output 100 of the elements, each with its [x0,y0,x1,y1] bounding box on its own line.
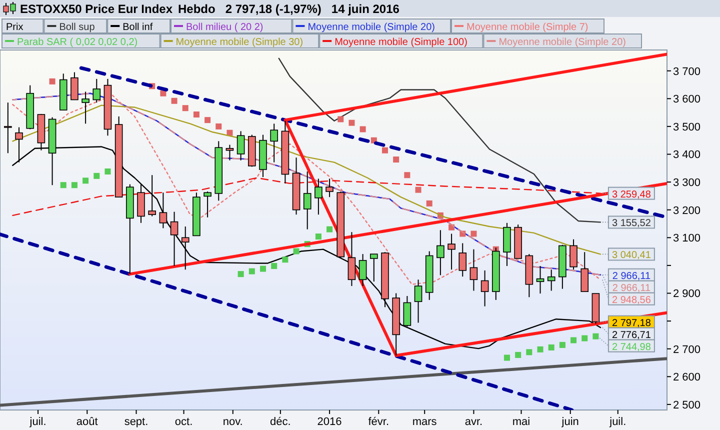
point [382,147,388,154]
y-tick-label: 3 500 [673,121,701,134]
point [204,117,211,124]
data-label: 3 259,48 [612,189,652,200]
legend-label: Moyenne mobile (Simple 20) [498,37,626,48]
legend-label: Boll inf [122,22,153,33]
line-series [12,177,602,216]
chart-subtitle: Hebdo 2 797,18 (-1,97%) 14 juin 2016 [178,2,400,16]
point [293,248,300,254]
x-tick-label: juil. [608,416,626,428]
x-tick-label: août [76,416,98,428]
y-tick-label: 3 100 [673,232,701,245]
y-tick-label: 2 700 [673,344,701,356]
point [426,200,432,206]
data-label: 2 948,56 [612,294,652,306]
point [559,342,566,348]
point [71,182,78,188]
point [182,105,188,112]
point [326,226,333,232]
candlestick [348,232,356,287]
candlestick [92,78,101,104]
point [238,271,244,278]
legend-label: Boll milieu ( 20 2) [186,22,264,33]
point [248,268,255,274]
x-tick-label: sept. [124,416,148,428]
point [282,256,288,263]
x-tick-label: juin [560,416,579,428]
data-label: 2 744,98 [612,342,652,353]
data-label: 3 155,52 [612,218,652,230]
legend-label: Moyenne mobile (Simple 100) [334,37,468,48]
candlestick [148,174,156,217]
point [592,333,599,340]
line-series [278,58,602,223]
line-series [284,52,667,358]
point [470,230,477,237]
point [260,266,266,272]
candlestick [270,123,278,163]
candlestick [436,230,444,276]
candlestick [403,296,412,328]
point [537,346,544,352]
candlestick [181,226,190,270]
candlestick [303,170,312,230]
candlestick [314,178,322,216]
data-label: 2 776,71 [612,330,652,341]
line-series [12,104,602,255]
candlestick [204,191,212,218]
point [415,186,422,193]
candlestick [159,192,168,229]
point [193,111,200,118]
point [271,263,278,269]
y-tick-label: 2 600 [673,372,701,384]
point [570,337,577,344]
y-tick-label: 3 600 [673,94,701,106]
legend-label: Moyenne mobile (Simple 20) [308,22,435,33]
point [526,349,532,356]
point [393,156,400,163]
point [315,234,322,240]
point [171,98,178,104]
y-tick-label: 2 500 [673,399,701,412]
point [94,172,100,179]
candlestick [536,266,544,294]
annotation: 2 797,18 [612,318,652,329]
candlestick [4,102,12,154]
candlestick [480,270,489,307]
candlestick [137,184,145,224]
candlestick [326,178,334,198]
x-tick-label: nov. [222,416,243,428]
candlestick [70,72,78,100]
chart-title: ESTOXX50 Price Eur Index [20,2,173,16]
candlestick [226,144,234,161]
legend-label: Moyenne mobile (Simple 30) [176,37,304,48]
x-tick-label: déc. [270,416,291,428]
y-tick-label: 3 300 [673,177,701,190]
y-tick-label: 3 700 [673,66,701,78]
legend-title: Prix [6,22,24,33]
candlestick [414,279,422,324]
x-tick-label: févr. [368,416,390,428]
point [548,344,554,350]
x-tick-label: 2016 [317,416,342,428]
y-tick-label: 3 400 [673,149,701,162]
x-tick-label: mars [412,416,438,428]
point [515,352,522,358]
candlestick [570,238,578,270]
point [104,168,111,174]
data-label: 3 040,41 [612,250,652,262]
y-tick-label: 3 200 [673,204,701,217]
point [360,126,366,132]
point [348,120,355,126]
legend-label: Parab SAR ( 0,02 0,02 0,2) [17,37,138,48]
candlestick [458,242,467,278]
x-tick-label: avr. [464,416,483,428]
candlestick [82,91,90,124]
legend-label: Boll sup [59,22,96,33]
point [338,116,344,122]
point [60,182,66,188]
data-label: 2 966,11 [612,270,651,282]
x-tick-label: mai [512,416,530,428]
point [504,354,510,361]
legend-label: Moyenne mobile (Simple 7) [466,22,588,33]
candlestick [358,254,367,287]
